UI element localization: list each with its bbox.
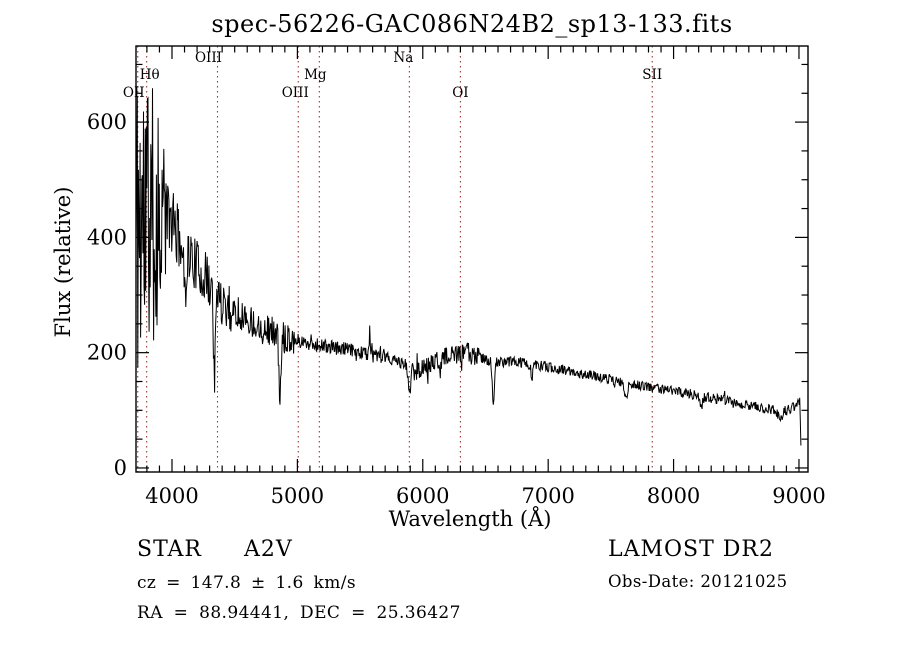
- y-axis-label: Flux (relative): [51, 187, 75, 338]
- x-tick-label: 9000: [772, 484, 825, 508]
- y-tick-label: 0: [114, 456, 127, 480]
- spectral-line-label: SII: [642, 67, 662, 83]
- spectral-line-label: OI: [452, 85, 468, 101]
- x-tick-label: 4000: [145, 484, 198, 508]
- spectral-line-label: OIII: [282, 85, 309, 101]
- obs-date-value: Obs-Date: 20121025: [608, 572, 788, 591]
- classification-line: STAR A2V: [137, 537, 293, 562]
- x-tick-label: 5000: [271, 484, 324, 508]
- plot-title: spec-56226-GAC086N24B2_sp13-133.fits: [211, 10, 732, 38]
- y-tick-label: 400: [87, 225, 127, 249]
- survey-release-label: LAMOST DR2: [608, 537, 774, 562]
- plot-frame: [135, 45, 809, 473]
- spectral-line-label: Mg: [304, 67, 327, 83]
- spectral-line-label: Hθ: [140, 67, 160, 83]
- spectral-line-label: OII: [123, 85, 145, 101]
- spectrum-trace: [135, 88, 802, 446]
- subclass-label: A2V: [244, 537, 293, 562]
- x-axis-label: Wavelength (Å): [389, 506, 552, 531]
- spectral-line-label: OIII: [195, 50, 222, 66]
- spectral-line-label: Na: [393, 50, 413, 66]
- class-label: STAR: [137, 537, 202, 562]
- x-tick-label: 8000: [647, 484, 700, 508]
- x-tick-label: 7000: [521, 484, 574, 508]
- radec-value: RA = 88.94441, DEC = 25.36427: [137, 603, 461, 623]
- y-tick-label: 200: [87, 341, 127, 365]
- x-tick-label: 6000: [396, 484, 449, 508]
- y-tick-label: 600: [87, 110, 127, 134]
- cz-value: cz = 147.8 ± 1.6 km/s: [137, 573, 356, 593]
